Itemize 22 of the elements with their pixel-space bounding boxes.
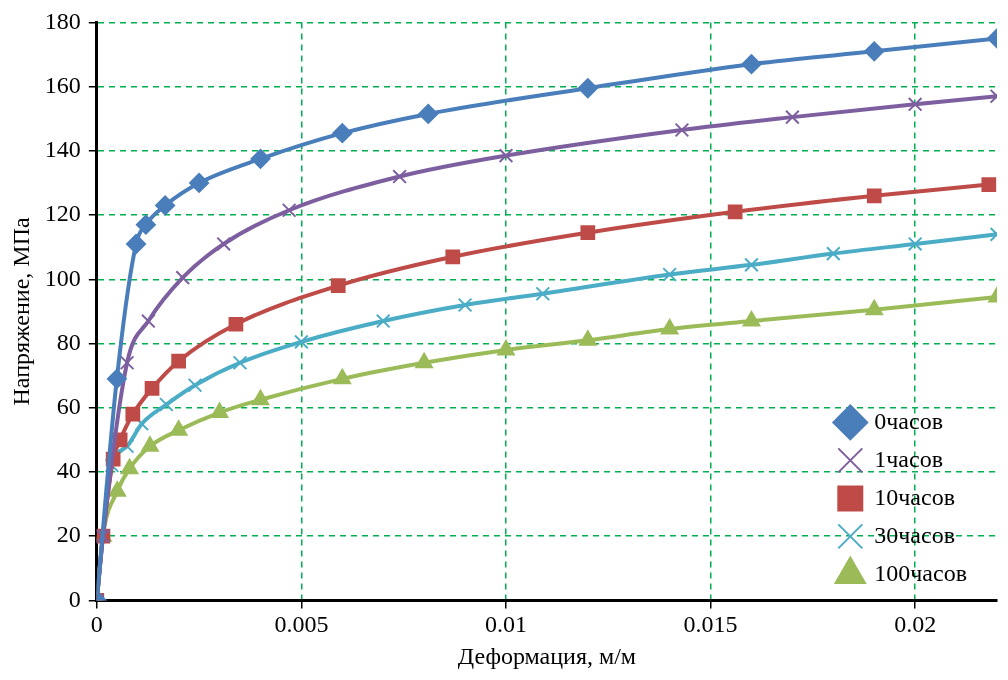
x-tick-label: 0 — [90, 611, 103, 638]
y-tick-label: 140 — [44, 136, 81, 163]
y-axis-title: Напряжение, МПа — [7, 216, 34, 406]
y-tick-label: 0 — [68, 585, 81, 612]
y-tick-label: 160 — [44, 71, 81, 98]
legend-label: 10часов — [874, 483, 956, 510]
x-axis-title: Деформация, м/м — [457, 642, 637, 669]
legend-label: 100часов — [874, 559, 968, 586]
y-tick-label: 120 — [44, 200, 81, 227]
legend-label: 30часов — [874, 521, 956, 548]
x-tick-label: 0.02 — [894, 611, 937, 638]
legend-label: 0часов — [874, 407, 944, 434]
x-tick-label: 0.005 — [274, 611, 329, 638]
y-tick-label: 20 — [56, 521, 81, 548]
x-tick-label: 0.01 — [484, 611, 527, 638]
legend-label: 1часов — [874, 445, 944, 472]
y-tick-label: 40 — [56, 457, 81, 484]
y-tick-label: 60 — [56, 393, 81, 420]
y-tick-label: 100 — [44, 264, 81, 291]
y-tick-label: 80 — [56, 328, 81, 355]
x-tick-label: 0.015 — [683, 611, 738, 638]
y-tick-label: 180 — [44, 7, 81, 34]
